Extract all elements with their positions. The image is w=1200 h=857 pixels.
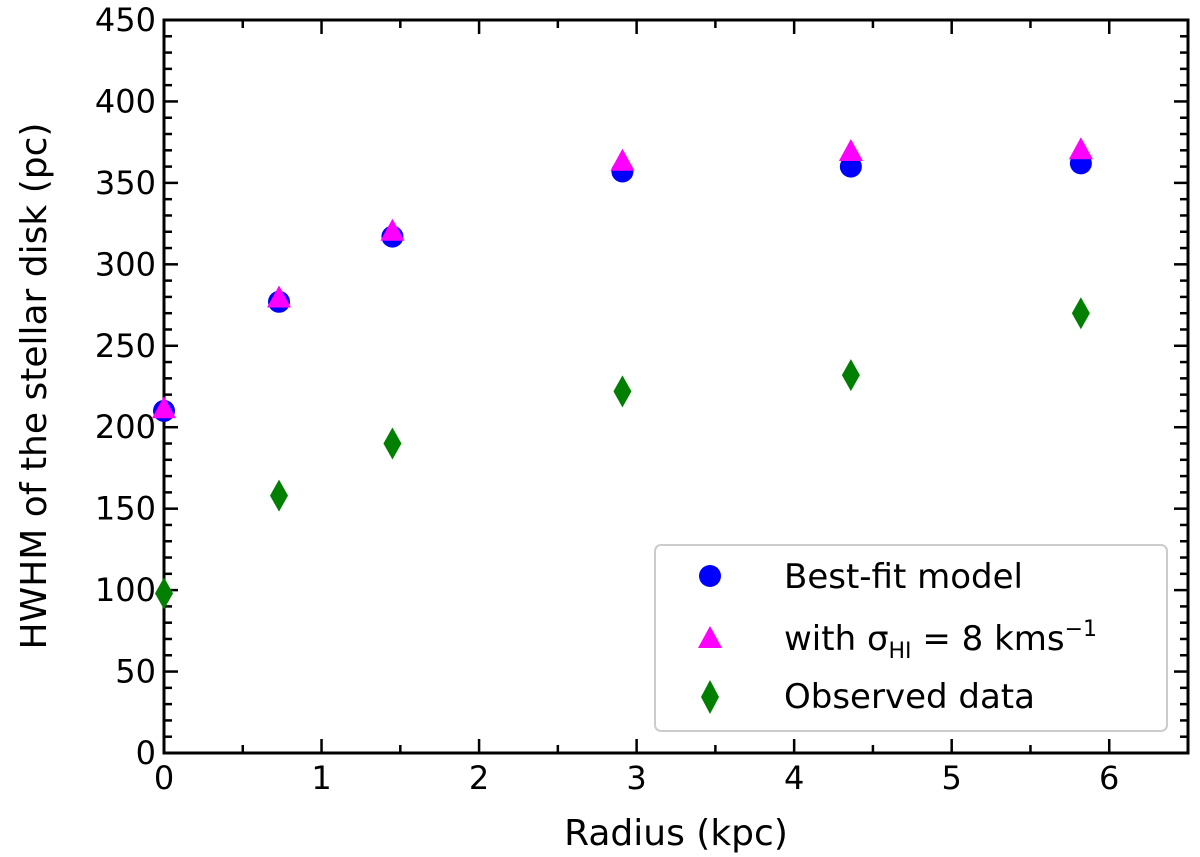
legend-label-sigma: with σHI = 8 kms−1 [784, 617, 1097, 664]
x-tick-label: 6 [1099, 759, 1119, 797]
data-point-observed [841, 359, 860, 392]
data-point-sigma [1068, 137, 1093, 160]
data-point-sigma [380, 218, 405, 241]
series-triangle [152, 137, 1093, 419]
legend-label-sigma-mid: = 8 kms [912, 619, 1065, 659]
legend-marker-best-fit [699, 565, 721, 587]
y-tick-label: 300 [95, 245, 156, 283]
data-point-observed [1071, 297, 1090, 330]
legend: Best-fit model with σHI = 8 kms−1 Observ… [654, 544, 1168, 732]
data-point-sigma [610, 148, 635, 171]
y-tick-label: 450 [95, 1, 156, 39]
y-tick-label: 50 [115, 653, 156, 691]
data-point-best-fit [839, 155, 862, 178]
legend-label-sigma-sup: −1 [1065, 617, 1097, 642]
legend-label-sigma-sub: HI [889, 639, 912, 664]
data-point-observed [383, 427, 402, 460]
data-point-observed [613, 375, 632, 408]
x-tick-label: 1 [311, 759, 331, 797]
y-tick-label: 100 [95, 571, 156, 609]
x-tick-label: 3 [626, 759, 646, 797]
legend-marker-sigma [698, 626, 722, 648]
x-tick-label: 0 [154, 759, 174, 797]
plot-frame [162, 18, 1190, 755]
data-point-sigma [838, 138, 863, 161]
x-tick-label: 4 [784, 759, 804, 797]
tick-labels: 0 1 2 3 4 5 6 0 50 100 150 200 250 300 350 400 450 [95, 1, 1119, 797]
y-tick-label: 250 [95, 327, 156, 365]
y-axis-title: HWHM of the stellar disk (pc) [14, 123, 55, 650]
series-diamond [155, 297, 1090, 610]
data-markers [152, 137, 1093, 610]
data-point-observed [270, 479, 289, 512]
ticks [162, 18, 1190, 755]
data-point-sigma [152, 396, 176, 419]
x-axis-title: Radius (kpc) [564, 813, 788, 854]
legend-label-sigma-prefix: with σ [784, 619, 889, 659]
legend-label-best-fit: Best-fit model [784, 557, 1023, 597]
data-point-sigma [267, 285, 292, 308]
legend-marker-observed [701, 680, 719, 714]
y-tick-label: 400 [95, 82, 156, 120]
legend-label-observed: Observed data [784, 677, 1035, 717]
x-tick-label: 2 [469, 759, 489, 797]
y-tick-label: 150 [95, 490, 156, 528]
y-tick-label: 200 [95, 408, 156, 446]
x-tick-label: 5 [942, 759, 962, 797]
data-point-observed [155, 577, 173, 610]
y-tick-label: 0 [136, 734, 156, 772]
legend-box [654, 544, 1168, 732]
y-tick-label: 350 [95, 164, 156, 202]
